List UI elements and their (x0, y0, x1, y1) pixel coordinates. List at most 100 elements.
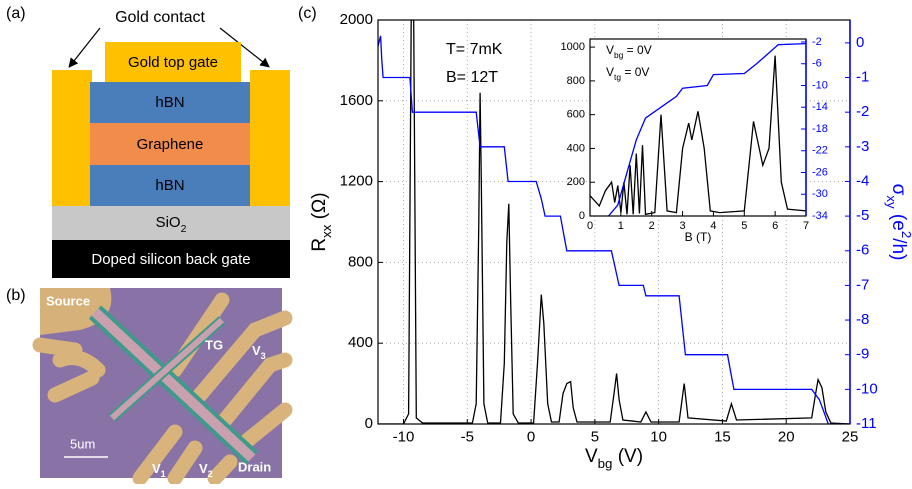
x-tick-label: 15 (714, 428, 731, 445)
y-tick-label: 1000 (561, 41, 585, 53)
text: 2 (899, 231, 912, 238)
hbn-layer (90, 165, 250, 206)
data-line (378, 35, 850, 424)
gold-contact (52, 70, 92, 206)
x-tick-label: 7 (803, 220, 809, 232)
annotation: T= 7mK (446, 41, 503, 58)
y2-tick-label: -10 (812, 79, 828, 91)
y2-axis-label: σxy (e2/h) (884, 184, 912, 261)
x-tick-label: 0 (527, 428, 535, 445)
text: V (606, 43, 614, 57)
y2-tick-label: -9 (856, 346, 869, 363)
hbn-layer (90, 82, 250, 123)
panel-label: (c) (298, 5, 317, 22)
y-axis-label: Rxx (Ω) (309, 192, 334, 251)
text: (e (888, 209, 909, 231)
text: tg (614, 72, 621, 82)
text: xy (884, 195, 899, 209)
y2-tick-label: 0 (856, 34, 864, 51)
text: V (606, 65, 614, 79)
y2-tick-label: -11 (856, 415, 877, 432)
y2-tick-label: -26 (812, 166, 828, 178)
text: 1 (161, 469, 166, 479)
x-axis-label: Vbg (V) (585, 446, 643, 471)
y-tick-label: 200 (567, 176, 585, 188)
arrow (68, 27, 101, 68)
annotation: Vtg = 0V (606, 65, 649, 82)
text: = 0V (623, 43, 651, 57)
layer-label: hBN (155, 177, 184, 194)
y2-tick-label: -1 (856, 68, 869, 85)
panel-label: (b) (6, 287, 26, 304)
y-tick-label: 1600 (340, 92, 373, 109)
text: bg (614, 50, 624, 60)
micro-label: Drain (238, 459, 271, 474)
y2-tick-label: -3 (856, 138, 869, 155)
annotation: B= 12T (446, 69, 498, 86)
text: xx (319, 224, 334, 238)
y2-tick-label: -6 (856, 242, 869, 259)
y2-tick-label: -7 (856, 276, 869, 293)
top-gate (105, 42, 241, 82)
y-tick-label: 600 (567, 109, 585, 121)
x-tick-label: 3 (680, 220, 686, 232)
layer-label: Graphene (137, 136, 204, 153)
micro-label: V1 (152, 461, 166, 479)
annotation: Vbg = 0V (606, 43, 652, 60)
text: /h) (888, 238, 909, 260)
text: (Ω) (309, 192, 330, 224)
y-tick-label: 800 (567, 75, 585, 87)
x-tick-label: 1 (618, 220, 624, 232)
data-line (608, 42, 806, 216)
y2-tick-label: -2 (812, 36, 822, 48)
layer-label: SiO2 (156, 214, 187, 235)
micro-label: V2 (199, 461, 213, 479)
text: 3 (261, 351, 266, 361)
y-tick-label: 0 (365, 415, 373, 432)
text: bg (598, 456, 613, 471)
y-tick-label: 400 (348, 334, 373, 351)
text: R (309, 238, 330, 252)
micrograph (32, 288, 293, 486)
y2-tick-label: -2 (856, 103, 869, 120)
y2-tick-label: -14 (812, 101, 828, 113)
y-tick-label: 0 (579, 210, 585, 222)
y2-tick-label: -8 (856, 311, 869, 328)
contact-label: Gold contact (115, 9, 205, 26)
micro-label: Source (46, 293, 90, 308)
y-tick-label: 800 (348, 253, 373, 270)
x-tick-label: 20 (778, 428, 795, 445)
y-tick-label: 400 (567, 142, 585, 154)
y2-tick-label: -5 (856, 207, 869, 224)
y2-tick-label: -18 (812, 123, 828, 135)
text: V (152, 461, 161, 476)
layer-label: hBN (155, 94, 184, 111)
text: V (199, 461, 208, 476)
x-axis-label: B (T) (685, 230, 712, 244)
sio2-layer (52, 206, 290, 240)
x-tick-label: -10 (393, 428, 415, 445)
micro-label: V3 (252, 343, 266, 361)
text: 2 (181, 223, 187, 235)
x-tick-label: -5 (461, 428, 474, 445)
arrow (219, 27, 270, 68)
y-tick-label: 1200 (340, 173, 373, 190)
y2-tick-label: -4 (856, 172, 869, 189)
gold-contact (250, 70, 290, 206)
text: (V) (612, 446, 643, 467)
x-tick-label: 0 (587, 220, 593, 232)
x-tick-label: 4 (710, 220, 716, 232)
y2-tick-label: -34 (812, 210, 828, 222)
text: SiO (156, 214, 181, 231)
scale-bar-label: 5um (70, 436, 95, 451)
x-tick-label: 25 (842, 428, 859, 445)
x-tick-label: 6 (772, 220, 778, 232)
y2-tick-label: -30 (812, 188, 828, 200)
x-tick-label: 10 (650, 428, 667, 445)
x-tick-label: 2 (649, 220, 655, 232)
text: 2 (208, 469, 213, 479)
data-line (378, 20, 850, 424)
graphene-layer (90, 123, 250, 165)
